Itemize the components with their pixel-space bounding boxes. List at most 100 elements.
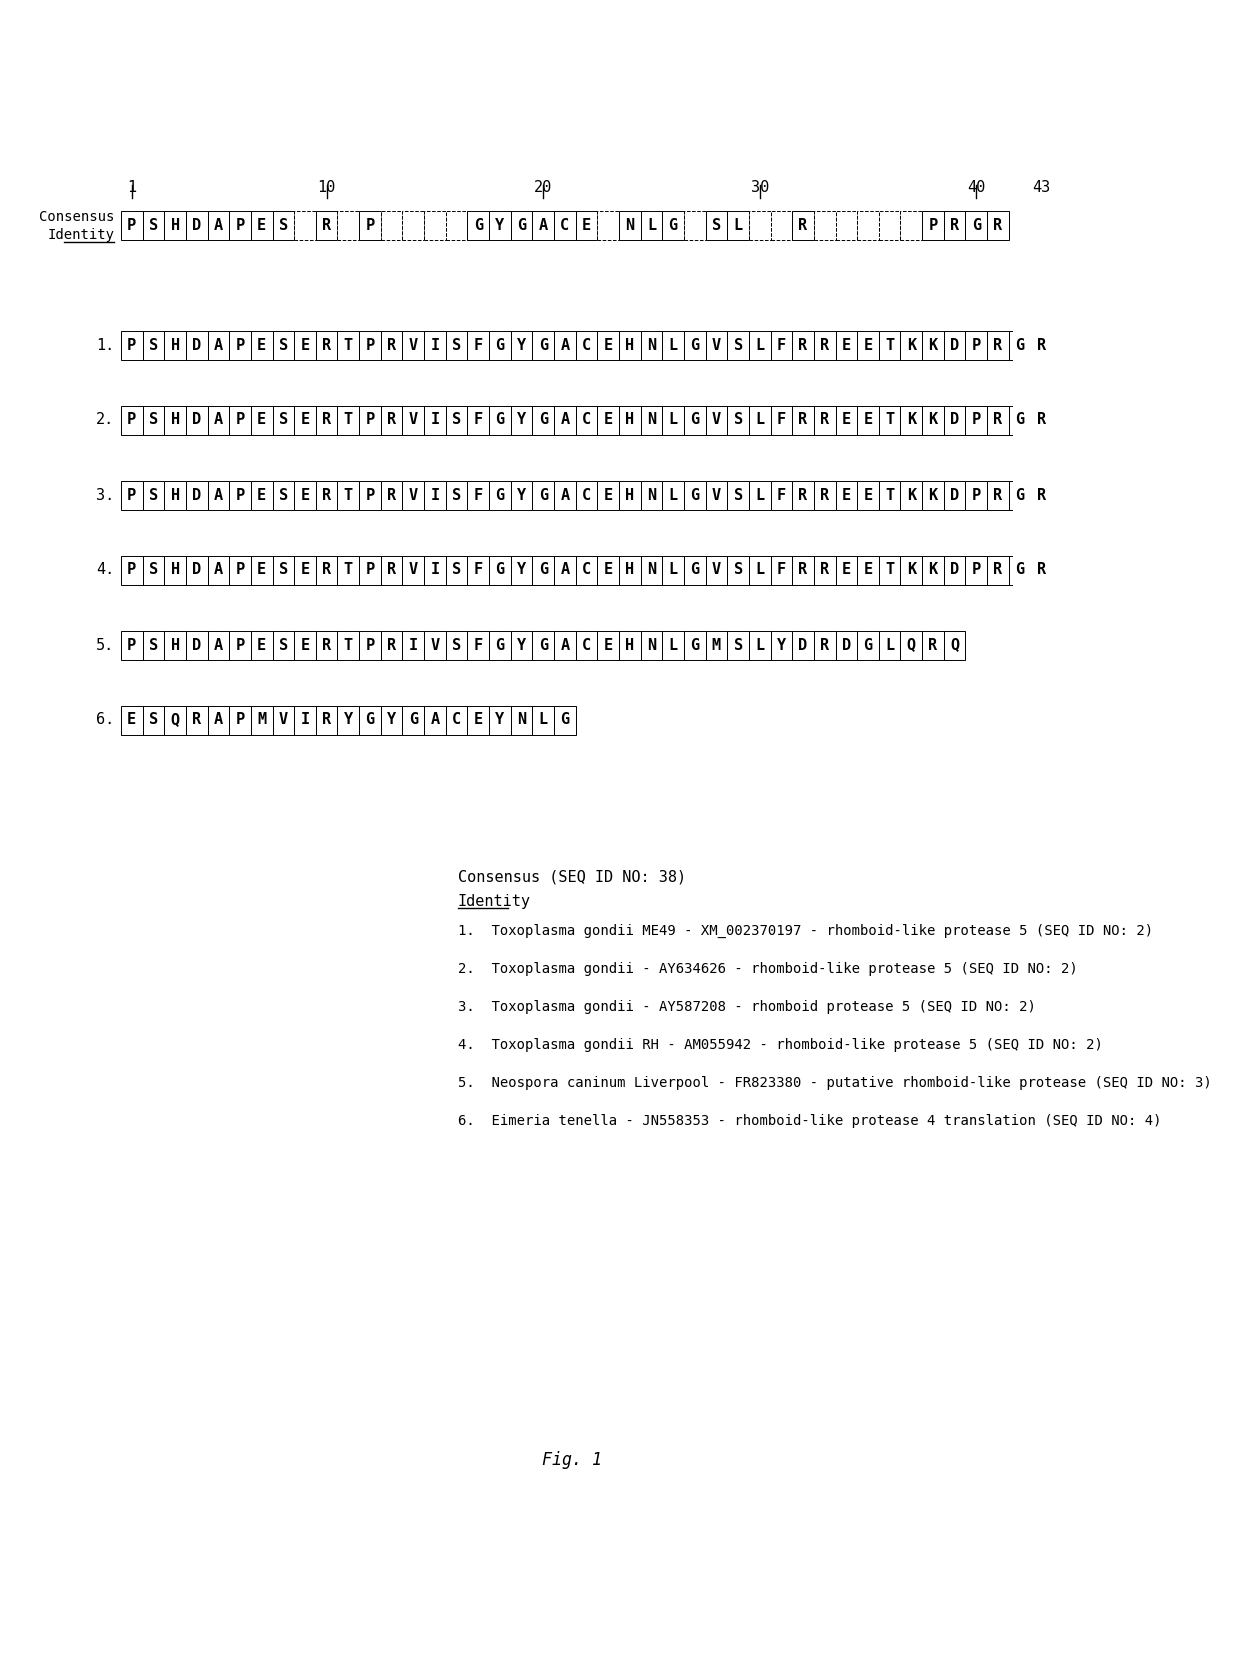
Bar — [684, 630, 706, 659]
Bar — [900, 406, 923, 435]
Text: 3.  Toxoplasma gondii - AY587208 - rhomboid protease 5 (SEQ ID NO: 2): 3. Toxoplasma gondii - AY587208 - rhombo… — [458, 1000, 1035, 1013]
Bar — [403, 406, 424, 435]
Text: A: A — [538, 217, 548, 232]
Text: G: G — [495, 488, 505, 503]
Bar — [229, 331, 250, 359]
Bar — [489, 630, 511, 659]
Bar — [250, 406, 273, 435]
Bar — [143, 630, 164, 659]
Bar — [662, 406, 684, 435]
Bar — [1030, 331, 1052, 359]
Bar — [164, 706, 186, 734]
Bar — [250, 630, 273, 659]
Text: E: E — [604, 562, 613, 577]
Text: R: R — [387, 562, 396, 577]
Text: S: S — [149, 413, 157, 428]
Bar — [813, 406, 836, 435]
Bar — [186, 630, 207, 659]
Text: S: S — [279, 488, 288, 503]
Text: F: F — [776, 562, 786, 577]
Bar — [792, 480, 813, 510]
Bar — [229, 211, 250, 239]
Text: N: N — [517, 712, 526, 727]
Text: R: R — [1037, 338, 1045, 353]
Text: G: G — [1016, 413, 1024, 428]
Bar — [294, 706, 316, 734]
Text: A: A — [213, 217, 223, 232]
Bar — [662, 331, 684, 359]
Bar — [316, 211, 337, 239]
Text: L: L — [755, 338, 764, 353]
Bar — [360, 331, 381, 359]
Text: C: C — [582, 637, 591, 652]
Bar — [900, 630, 923, 659]
Bar — [164, 480, 186, 510]
Bar — [207, 406, 229, 435]
Bar — [122, 630, 143, 659]
Bar — [143, 331, 164, 359]
Bar — [554, 480, 575, 510]
Text: S: S — [734, 562, 743, 577]
Bar — [879, 630, 900, 659]
Text: Q: Q — [906, 637, 916, 652]
Bar — [575, 331, 598, 359]
Text: P: P — [366, 637, 374, 652]
Text: K: K — [906, 413, 916, 428]
Text: E: E — [863, 488, 873, 503]
Bar — [641, 480, 662, 510]
Bar — [770, 331, 792, 359]
Bar — [337, 480, 360, 510]
Bar — [337, 211, 360, 239]
Text: R: R — [799, 413, 807, 428]
Text: D: D — [799, 637, 807, 652]
Text: K: K — [929, 413, 937, 428]
Bar — [143, 211, 164, 239]
Text: H: H — [625, 488, 635, 503]
Bar — [250, 555, 273, 585]
Text: V: V — [279, 712, 288, 727]
Text: K: K — [906, 488, 916, 503]
Bar — [250, 480, 273, 510]
Text: S: S — [453, 637, 461, 652]
Text: R: R — [799, 488, 807, 503]
Bar — [381, 211, 403, 239]
Text: R: R — [820, 413, 830, 428]
Bar — [1009, 331, 1030, 359]
Bar — [122, 331, 143, 359]
Bar — [727, 211, 749, 239]
Bar — [813, 555, 836, 585]
Bar — [770, 211, 792, 239]
Bar — [706, 630, 727, 659]
Bar — [836, 211, 857, 239]
Bar — [684, 331, 706, 359]
Text: G: G — [538, 637, 548, 652]
Bar — [360, 480, 381, 510]
Text: P: P — [972, 338, 981, 353]
Text: P: P — [929, 217, 937, 232]
Bar — [337, 706, 360, 734]
Text: E: E — [842, 562, 851, 577]
Bar — [273, 211, 294, 239]
Bar — [727, 331, 749, 359]
Text: L: L — [668, 488, 678, 503]
Bar — [662, 480, 684, 510]
Text: R: R — [322, 488, 331, 503]
Bar — [489, 406, 511, 435]
Bar — [467, 331, 489, 359]
Text: S: S — [734, 488, 743, 503]
Bar — [879, 331, 900, 359]
Bar — [619, 211, 641, 239]
Bar — [987, 555, 1009, 585]
Text: S: S — [734, 413, 743, 428]
Text: S: S — [279, 413, 288, 428]
Bar — [229, 555, 250, 585]
Bar — [987, 480, 1009, 510]
Bar — [467, 211, 489, 239]
Bar — [381, 630, 403, 659]
Text: N: N — [647, 338, 656, 353]
Text: A: A — [560, 637, 569, 652]
Bar — [532, 406, 554, 435]
Bar — [424, 480, 445, 510]
Text: G: G — [863, 637, 873, 652]
Text: P: P — [972, 562, 981, 577]
